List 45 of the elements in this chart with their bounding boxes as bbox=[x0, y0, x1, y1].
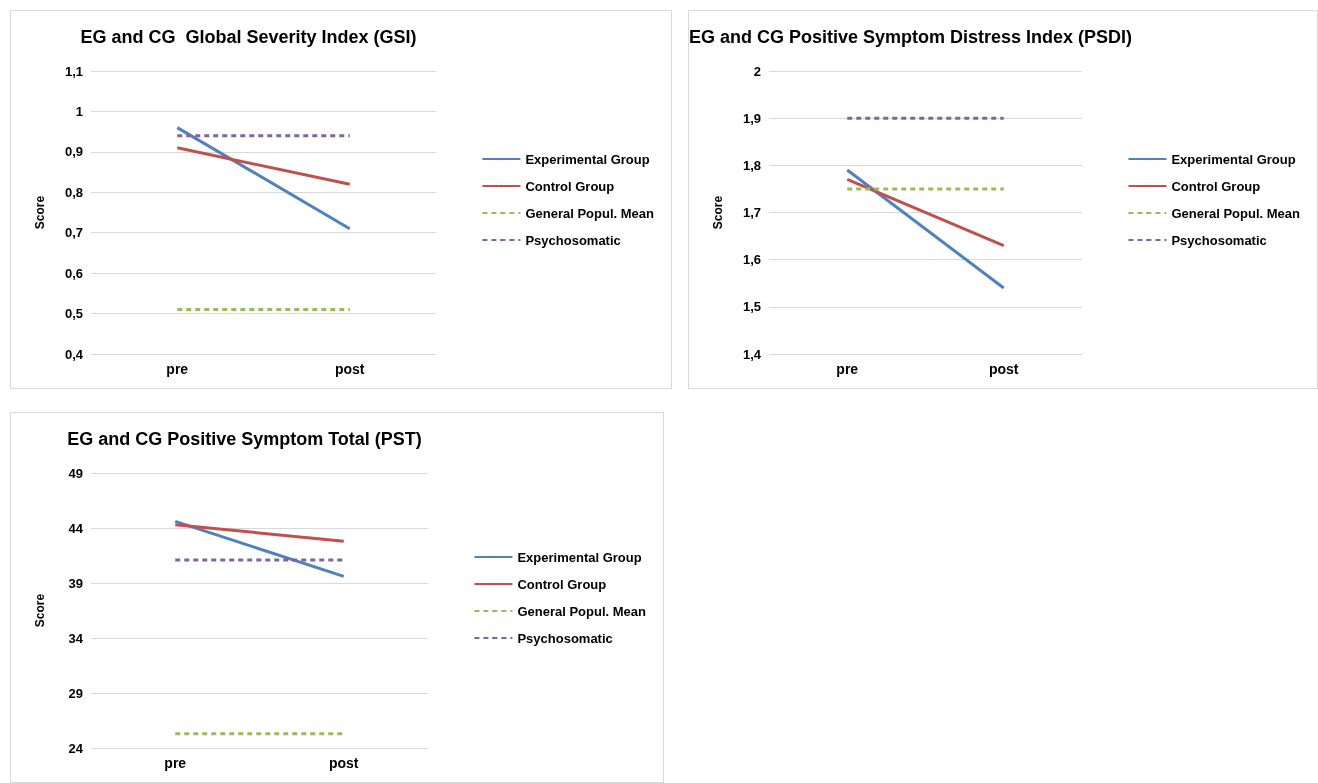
legend-label: Control Group bbox=[1171, 178, 1261, 194]
y-axis-title: Score bbox=[711, 195, 725, 230]
y-tick-label: 44 bbox=[68, 520, 84, 536]
y-tick-label: 24 bbox=[68, 740, 84, 756]
y-tick-label: 1,6 bbox=[742, 252, 761, 268]
y-tick-label: 0,4 bbox=[64, 346, 84, 362]
legend-label: Psychosomatic bbox=[1171, 232, 1267, 248]
chart-title: EG and CG Global Severity Index (GSI) bbox=[80, 27, 417, 47]
legend-label: Control Group bbox=[525, 178, 615, 194]
x-tick-label: pre bbox=[166, 361, 189, 377]
y-tick-label: 34 bbox=[68, 630, 84, 646]
y-tick-label: 0,5 bbox=[64, 306, 83, 322]
y-axis-title: Score bbox=[33, 593, 47, 628]
legend-label: Experimental Group bbox=[517, 549, 642, 565]
y-tick-label: 1 bbox=[75, 103, 83, 119]
y-tick-label: 0,7 bbox=[64, 225, 83, 241]
y-tick-label: 1,5 bbox=[742, 299, 761, 315]
legend-label: General Popul. Mean bbox=[517, 603, 647, 619]
legend-label: General Popul. Mean bbox=[525, 205, 655, 221]
x-tick-label: post bbox=[988, 361, 1019, 377]
legend-label: Psychosomatic bbox=[517, 630, 613, 646]
x-tick-label: pre bbox=[164, 755, 187, 771]
x-tick-label: post bbox=[328, 755, 359, 771]
y-tick-label: 1,9 bbox=[742, 110, 761, 126]
x-tick-label: pre bbox=[836, 361, 859, 377]
y-tick-label: 0,9 bbox=[64, 144, 83, 160]
legend-label: Experimental Group bbox=[1171, 151, 1296, 167]
y-tick-label: 1,7 bbox=[742, 205, 761, 220]
legend-label: General Popul. Mean bbox=[1171, 205, 1301, 221]
y-tick-label: 1,8 bbox=[742, 157, 761, 173]
y-tick-label: 1,1 bbox=[64, 63, 83, 79]
legend-label: Experimental Group bbox=[525, 151, 650, 167]
y-tick-label: 1,4 bbox=[742, 346, 762, 362]
y-axis-title: Score bbox=[33, 195, 47, 230]
chart-title: EG and CG Positive Symptom Total (PST) bbox=[67, 429, 422, 449]
y-tick-label: 2 bbox=[753, 63, 761, 79]
legend-label: Psychosomatic bbox=[525, 232, 621, 248]
chart-title: EG and CG Positive Symptom Distress Index (PSDI) bbox=[688, 27, 1133, 47]
y-tick-label: 39 bbox=[68, 575, 83, 591]
y-tick-label: 29 bbox=[68, 685, 83, 701]
legend-label: Control Group bbox=[517, 576, 607, 592]
y-tick-label: 49 bbox=[68, 465, 83, 481]
x-tick-label: post bbox=[334, 361, 365, 377]
y-tick-label: 0,6 bbox=[64, 265, 83, 281]
y-tick-label: 0,8 bbox=[64, 184, 83, 200]
